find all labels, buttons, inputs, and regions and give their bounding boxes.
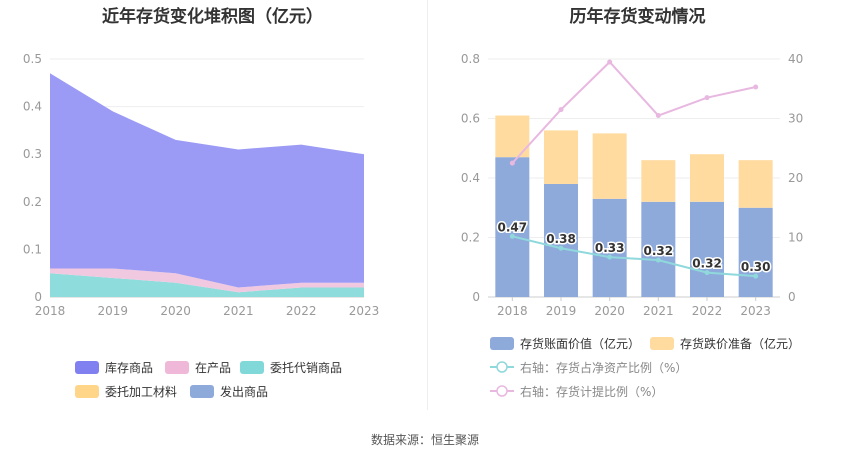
bar-value-label: 0.38 (546, 232, 576, 246)
bar-book-value (690, 201, 724, 297)
right-legend-swatch (650, 337, 674, 350)
left-x-tick-label: 2023 (349, 304, 380, 318)
left-legend-swatch (240, 361, 264, 374)
bar-book-value (495, 157, 530, 297)
right-y-tick-label: 0.8 (461, 52, 480, 66)
line-series-provision-ratio (511, 60, 756, 164)
bar-value-label: 0.30 (741, 260, 771, 274)
right-legend-label: 存货账面价值（亿元） (520, 336, 640, 351)
left-legend-label: 库存商品 (105, 360, 153, 375)
line-point (607, 254, 613, 260)
right-x-tick-label: 2021 (643, 304, 674, 318)
chart-divider (427, 0, 428, 410)
right-legend-swatch (490, 337, 514, 350)
left-x-tick-label: 2022 (286, 304, 317, 318)
area-series-库存商品 (50, 73, 364, 288)
line-point (655, 113, 661, 119)
left-x-tick-label: 2018 (35, 304, 66, 318)
bar-impairment (592, 133, 627, 199)
right-legend-label: 右轴：存货计提比例（%） (520, 384, 663, 399)
bar-value-label: 0.47 (498, 220, 528, 234)
right-y2-tick-label: 0 (788, 290, 796, 304)
left-legend-label: 委托代销商品 (270, 360, 342, 375)
right-y2-tick-label: 10 (788, 231, 803, 245)
right-y2-tick-label: 40 (788, 52, 803, 66)
bar-book-value (592, 198, 627, 297)
right-x-tick-label: 2020 (594, 304, 625, 318)
right-legend-marker (496, 361, 508, 373)
line-point (655, 257, 661, 263)
line-series-inventory-ratio (512, 235, 756, 278)
left-y-tick-label: 0.2 (23, 195, 42, 209)
line-point (753, 84, 759, 90)
left-y-tick-label: 0.1 (23, 242, 42, 256)
left-legend-swatch (75, 361, 99, 374)
bar-book-value (641, 201, 676, 297)
line-point (558, 245, 564, 251)
left-y-tick-label: 0.4 (23, 100, 42, 114)
bar-impairment (738, 160, 773, 208)
left-legend-label: 发出商品 (220, 384, 268, 399)
left-legend-swatch (75, 385, 99, 398)
left-y-tick-label: 0.5 (23, 52, 42, 66)
bar-impairment (690, 154, 724, 202)
bar-value-label: 0.32 (692, 257, 722, 271)
right-legend-marker (496, 385, 508, 397)
left-y-tick-label: 0 (34, 290, 42, 304)
line-point (509, 233, 515, 239)
right-x-tick-label: 2023 (740, 304, 771, 318)
area-series-委托代销商品 (50, 273, 364, 297)
line-point (509, 160, 515, 166)
left-legend-label: 在产品 (195, 361, 231, 375)
left-legend-label: 委托加工材料 (105, 385, 177, 399)
right-y2-tick-label: 30 (788, 112, 803, 126)
bar-value-label: 0.32 (644, 244, 674, 258)
line-point (704, 270, 710, 276)
right-y-tick-label: 0.2 (461, 231, 480, 245)
bar-book-value (738, 207, 773, 297)
right-x-tick-label: 2022 (692, 304, 723, 318)
right-x-tick-label: 2019 (546, 304, 577, 318)
right-y-tick-label: 0.6 (461, 112, 480, 126)
left-x-tick-label: 2021 (223, 304, 254, 318)
right-x-tick-label: 2018 (497, 304, 528, 318)
line-point (607, 59, 613, 65)
line-point (558, 107, 564, 113)
area-series-在产品 (50, 268, 364, 293)
right-y-tick-label: 0 (472, 290, 480, 304)
line-point (753, 273, 759, 279)
data-source: 数据来源：恒生聚源 (370, 433, 479, 447)
right-legend-label: 右轴：存货占净资产比例（%） (520, 360, 687, 375)
bar-impairment (641, 160, 676, 202)
right-y-tick-label: 0.4 (461, 171, 480, 185)
bar-impairment (544, 130, 578, 184)
left-x-tick-label: 2019 (98, 304, 129, 318)
right-y2-tick-label: 20 (788, 171, 803, 185)
line-point (704, 95, 710, 101)
bar-value-label: 0.33 (595, 241, 625, 255)
right-chart-title: 历年存货变动情况 (569, 7, 706, 27)
left-legend-swatch (165, 361, 189, 374)
bar-book-value (544, 183, 578, 297)
left-chart-title: 近年存货变化堆积图（亿元） (102, 7, 323, 27)
left-x-tick-label: 2020 (160, 304, 191, 318)
right-legend-label: 存货跌价准备（亿元） (680, 336, 800, 351)
left-legend-swatch (190, 385, 214, 398)
left-y-tick-label: 0.3 (23, 147, 42, 161)
